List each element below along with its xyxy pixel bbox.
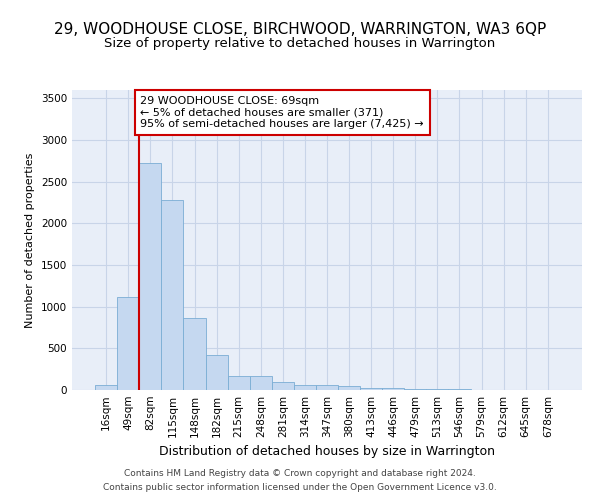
Bar: [95, 386, 117, 390]
Text: 29 WOODHOUSE CLOSE: 69sqm
← 5% of detached houses are smaller (371)
95% of semi-: 29 WOODHOUSE CLOSE: 69sqm ← 5% of detach…: [140, 96, 424, 129]
Text: Contains HM Land Registry data © Crown copyright and database right 2024.: Contains HM Land Registry data © Crown c…: [124, 468, 476, 477]
Bar: [117, 296, 139, 390]
Bar: [227, 376, 250, 390]
Bar: [404, 389, 427, 390]
Bar: [382, 388, 404, 390]
Text: Contains public sector information licensed under the Open Government Licence v3: Contains public sector information licen…: [103, 484, 497, 492]
Y-axis label: Number of detached properties: Number of detached properties: [25, 152, 35, 328]
Bar: [316, 386, 338, 390]
X-axis label: Distribution of detached houses by size in Warrington: Distribution of detached houses by size …: [159, 446, 495, 458]
Bar: [360, 388, 382, 390]
Bar: [294, 384, 316, 390]
Bar: [161, 200, 184, 390]
Text: 29, WOODHOUSE CLOSE, BIRCHWOOD, WARRINGTON, WA3 6QP: 29, WOODHOUSE CLOSE, BIRCHWOOD, WARRINGT…: [54, 22, 546, 38]
Bar: [338, 386, 360, 390]
Bar: [206, 354, 227, 390]
Bar: [184, 318, 206, 390]
Bar: [250, 376, 272, 390]
Bar: [427, 389, 448, 390]
Bar: [272, 382, 294, 390]
Text: Size of property relative to detached houses in Warrington: Size of property relative to detached ho…: [104, 38, 496, 51]
Bar: [139, 164, 161, 390]
